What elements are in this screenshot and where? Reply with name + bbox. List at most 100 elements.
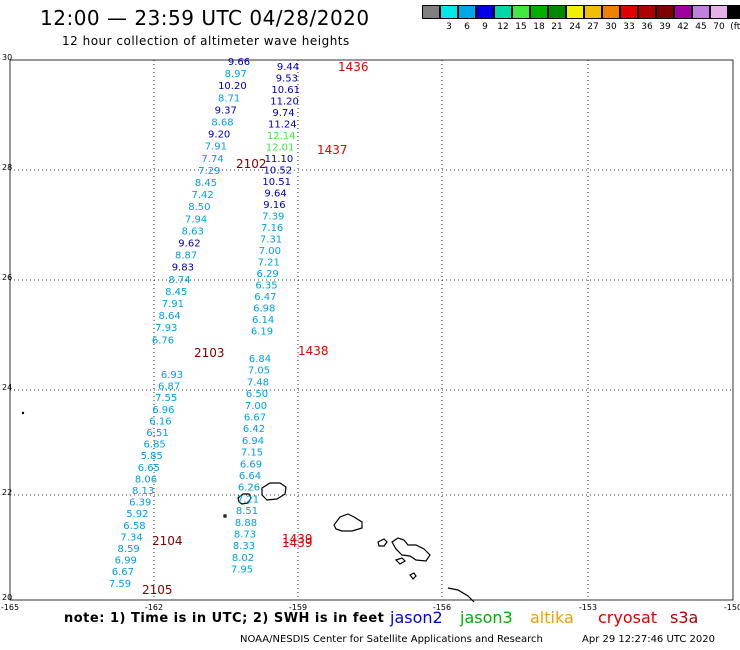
scale-swatch [674,5,692,19]
latitude-label: 24 [2,383,12,392]
wave-height-reading: 7.74 [201,154,223,165]
island-lanai [377,538,388,547]
scale-swatch [602,5,620,19]
wave-height-reading: 8.87 [175,251,197,262]
wave-height-reading: 7.21 [258,258,280,269]
scale-swatch [692,5,710,19]
wave-height-reading: 8.45 [195,178,217,189]
wave-height-reading: 10.20 [218,81,247,92]
wave-height-reading: 7.00 [259,246,281,257]
wave-height-reading: 9.44 [277,62,299,73]
longitude-label: -156 [433,603,451,612]
wave-height-reading: 8.71 [218,93,240,104]
scale-label: 18 [533,22,545,32]
island-oahu [261,482,287,501]
hawaiian-islands [223,482,475,603]
wave-height-reading: 7.34 [120,532,142,543]
scale-swatch [512,5,530,19]
longitude-label: -159 [289,603,307,612]
satellite-legend-jason3: jason3 [460,608,513,627]
track-id-label: 1439 [282,532,313,546]
track-id-label: 1437 [317,143,348,157]
island-niihau [223,514,227,518]
island-hawaii [409,572,417,580]
track-id-label: 2102 [236,157,267,171]
wave-height-reading: 6.67 [112,567,134,578]
wave-height-reading: 8.59 [118,544,140,555]
wave-height-reading: 7.91 [205,142,227,153]
wave-height-reading: 7.59 [109,579,131,590]
wave-height-reading: 7.42 [192,190,214,201]
wave-height-reading: 6.51 [146,428,168,439]
wave-height-reading: 9.20 [208,130,230,141]
wave-height-reading: 6.47 [254,292,276,303]
scale-swatch [548,5,566,19]
wave-height-reading: 6.39 [129,498,151,509]
scale-label: 6 [464,22,470,32]
scale-swatch [710,5,728,19]
scale-label: 12 [497,22,509,32]
wave-height-reading: 7.16 [261,223,283,234]
wave-height-reading: 6.19 [251,327,273,338]
wave-height-reading: 7.94 [185,214,207,225]
wave-height-reading: 7.29 [198,166,220,177]
scale-label: 45 [695,22,707,32]
wave-height-reading: 8.64 [158,311,180,322]
wave-height-reading: 12.14 [267,131,296,142]
wave-height-reading: 11.10 [265,154,294,165]
latitude-label: 22 [2,488,12,497]
scale-label: 27 [587,22,599,32]
wave-height-reading: 9.16 [263,200,285,211]
axis-labels: 30 28 26 24 22 20-165 -162 -159 -156 -153 -150 [1,53,740,612]
wave-height-reading: 8.97 [225,69,247,80]
wave-height-reading: 6.65 [138,463,160,474]
wave-height-reading: 6.26 [238,483,260,494]
wave-height-reading: 5.92 [126,509,148,520]
wave-height-reading: 11.24 [268,120,297,131]
satellite-legend-cryosat: cryosat [598,608,658,627]
track-id-label: 1439 [282,536,313,550]
wave-height-reading: 10.52 [264,166,293,177]
wave-height-reading: 8.68 [211,118,233,129]
wave-height-reading: 6.29 [257,269,279,280]
scale-label: 33 [623,22,635,32]
scale-label: 30 [605,22,617,32]
scale-label: 21 [551,22,563,32]
map-title: 12:00 — 23:59 UTC 04/28/2020 [40,6,370,30]
wave-height-reading: 9.64 [264,189,286,200]
island-molokai [333,513,363,532]
wave-height-reading: 8.13 [132,486,154,497]
wave-height-reading: 7.48 [247,377,269,388]
wave-height-reading: 10.51 [262,177,291,188]
wave-height-reading: 9.62 [178,239,200,250]
wave-height-reading: 8.02 [232,553,254,564]
track-id-label: 1436 [338,60,369,74]
track-id-label: 2105 [142,583,173,597]
scale-label: (ft) [730,22,740,32]
wave-height-reading: 8.51 [236,506,258,517]
units-note: note: 1) Time is in UTC; 2) SWH is in fe… [64,611,385,626]
latitude-label: 28 [2,163,12,172]
wave-height-reading: 6.99 [115,556,137,567]
latitude-label: 20 [2,593,12,602]
longitude-label: -162 [145,603,163,612]
island-kauai [237,493,252,505]
scale-swatch [638,5,656,19]
wave-height-reading: 7.39 [262,212,284,223]
wave-height-reading: 7.15 [241,448,263,459]
island-maui [391,537,431,562]
wave-height-reading: 8.33 [233,541,255,552]
wave-height-reading: 6.14 [252,315,274,326]
small-island-dot [21,411,25,415]
scale-swatch [566,5,584,19]
longitude-label: -165 [1,603,19,612]
scale-label: 24 [569,22,581,32]
wave-height-reading: 6.93 [161,370,183,381]
wave-height-reading: 6.16 [149,416,171,427]
wave-height-reading: 8.50 [188,202,210,213]
scale-label: 36 [641,22,653,32]
wave-height-reading: 9.74 [272,108,294,119]
scale-swatch [422,5,440,19]
wave-height-reading: 8.45 [165,287,187,298]
